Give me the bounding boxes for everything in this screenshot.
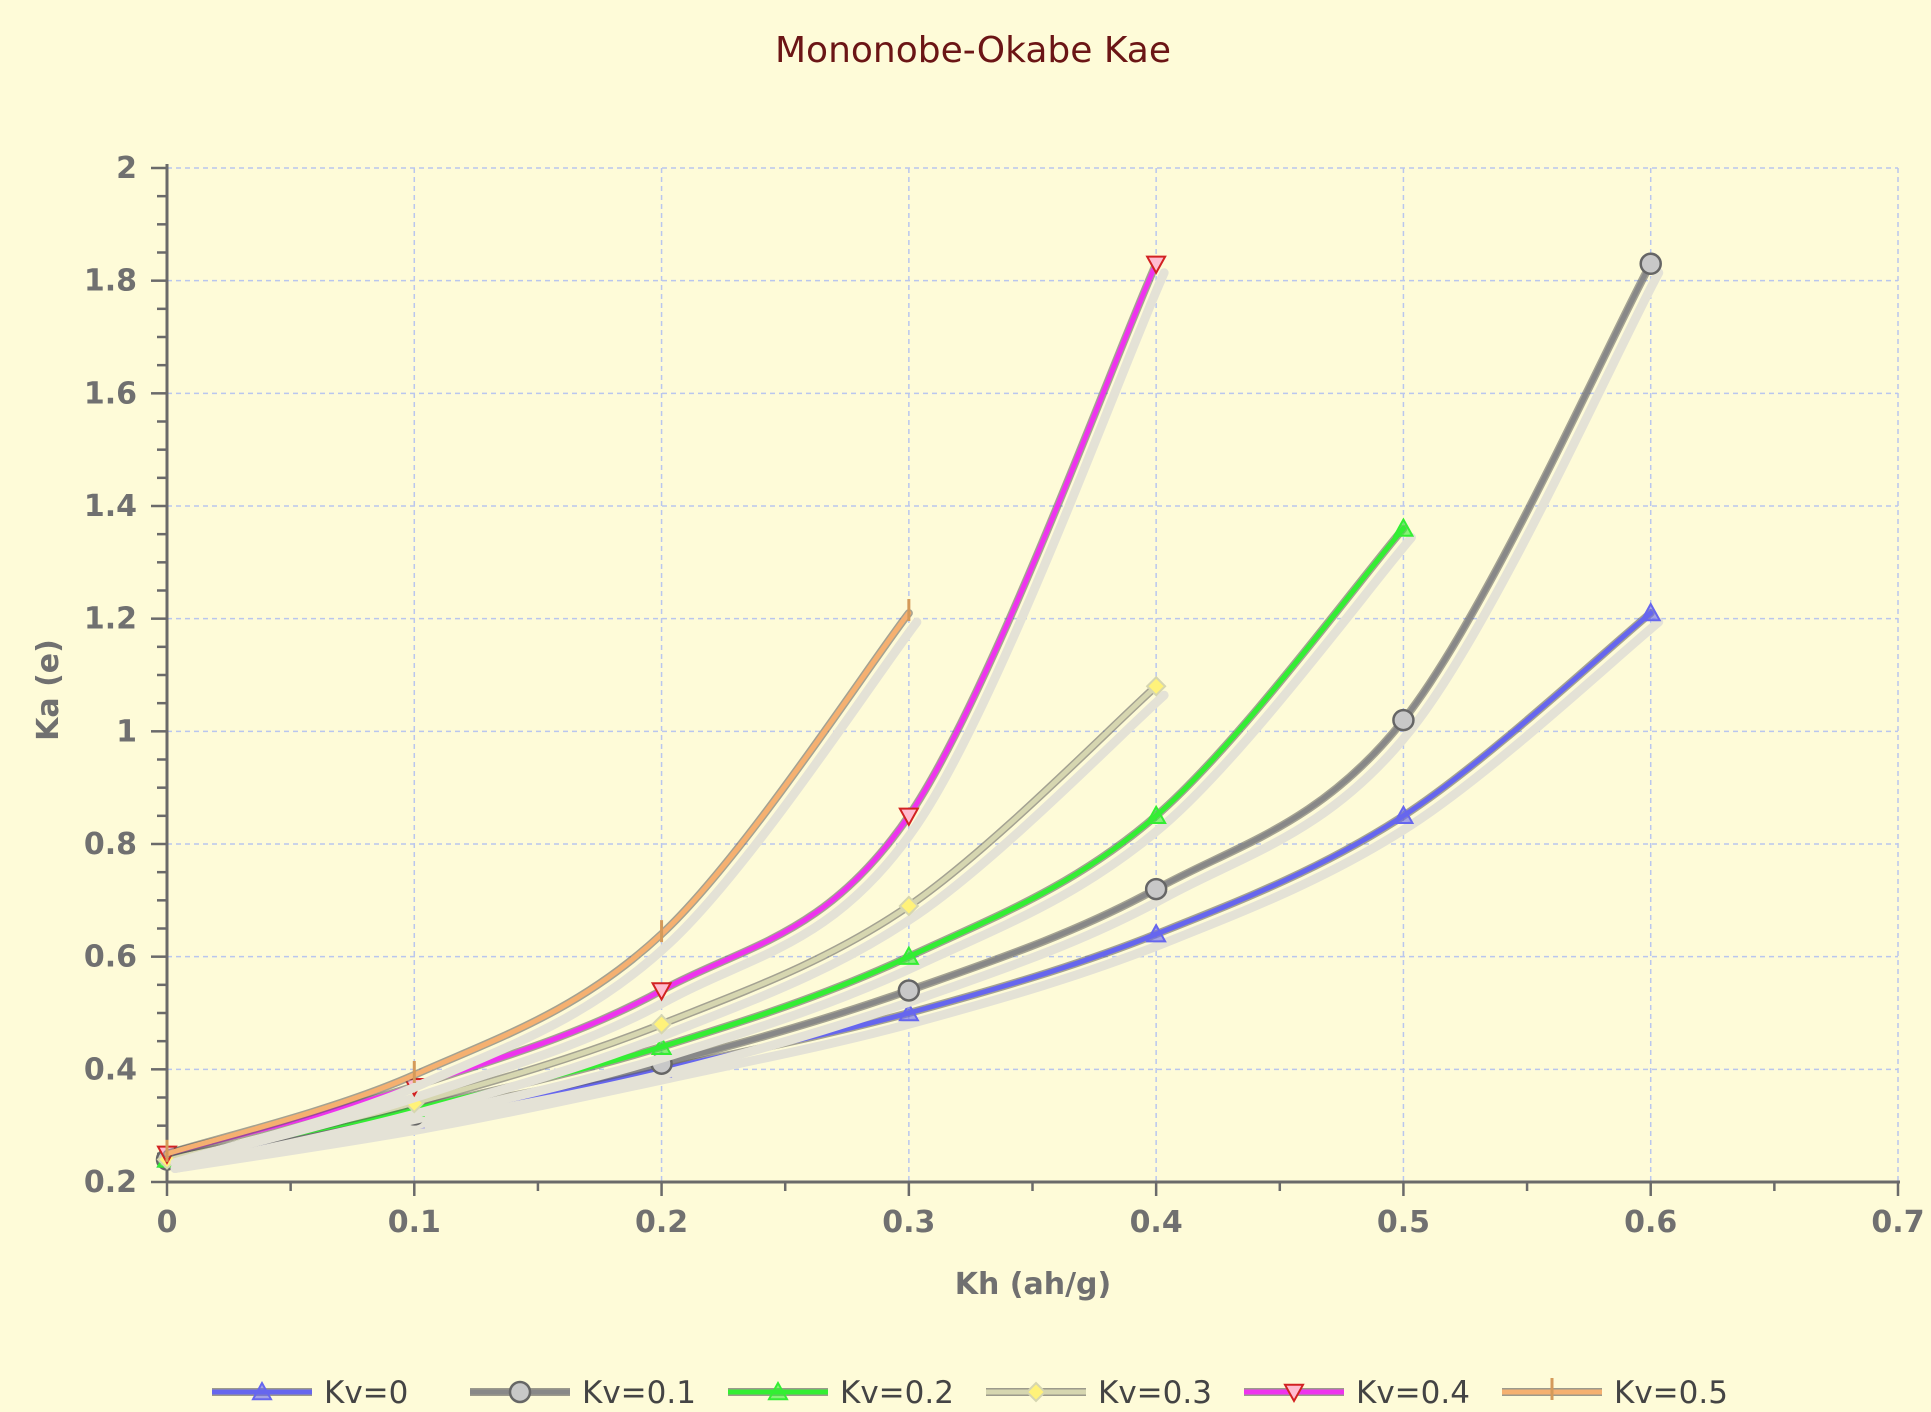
series-point <box>898 945 920 965</box>
legend-item: Kv=0.4 <box>1244 1375 1470 1411</box>
legend-label: Kv=0.3 <box>1098 1375 1212 1407</box>
series-point <box>1144 877 1168 901</box>
series-point <box>651 1013 672 1035</box>
grid <box>167 167 1899 1182</box>
y-tick-label: 0.8 <box>84 827 137 862</box>
y-tick-label: 1.2 <box>84 602 137 637</box>
series-line <box>164 261 1159 1157</box>
series-line-shadow <box>170 617 1664 1173</box>
series-4 <box>156 255 1169 1168</box>
legend-label: Kv=0.5 <box>1614 1375 1728 1407</box>
axes: 0 0.1 0.2 0.3 0.4 0.5 0.6 0.7 0.2 0.4 0.6 0.8 1 1.2 1.… <box>84 151 1925 1240</box>
legend-item: Kv=0.5 <box>1502 1375 1728 1411</box>
series-point <box>251 1380 273 1401</box>
legend-label: Kv=0.4 <box>1356 1375 1470 1407</box>
legend-label: Kv=0.1 <box>582 1375 696 1407</box>
series-point <box>1392 517 1415 537</box>
series-point <box>1640 601 1662 622</box>
y-tick-label: 1.6 <box>84 376 137 411</box>
series-line-shadow <box>170 617 922 1168</box>
series-line-shadow <box>170 533 1416 1173</box>
series-point <box>1145 255 1167 275</box>
legend-item: Kv=0.1 <box>470 1375 696 1411</box>
series-point <box>1145 923 1167 943</box>
chart-title: Mononobe-Okabe Kae <box>775 30 1171 71</box>
legend-label: Kv=0 <box>324 1375 408 1407</box>
y-tick-label: 0.2 <box>84 1165 137 1200</box>
series-point <box>1639 252 1662 276</box>
series-line <box>164 526 1406 1162</box>
x-tick-label: 0.4 <box>1130 1205 1183 1240</box>
series-point <box>1025 1381 1047 1403</box>
series-point <box>898 807 920 827</box>
series-point <box>650 982 673 1002</box>
legend-item: Kv=0 <box>212 1375 408 1411</box>
series-point <box>1145 675 1167 697</box>
y-tick-label: 0.6 <box>84 940 137 975</box>
legend-label: Kv=0.2 <box>840 1375 954 1407</box>
series-line-shadow <box>170 268 1664 1173</box>
y-tick-label: 1 <box>116 714 137 749</box>
series-point <box>1145 804 1167 825</box>
y-tick-label: 1.4 <box>84 489 137 524</box>
x-tick-label: 0.7 <box>1871 1205 1924 1240</box>
x-axis-label: Kh (ah/g) <box>955 1267 1112 1302</box>
legend-item: Kv=0.2 <box>728 1375 954 1411</box>
x-tick-label: 0.5 <box>1377 1205 1430 1240</box>
x-tick-label: 0.3 <box>882 1205 935 1240</box>
legend-item: Kv=0.3 <box>986 1375 1212 1411</box>
series-point <box>1392 708 1415 732</box>
x-tick-label: 0 <box>157 1205 178 1240</box>
x-tick-label: 0.2 <box>635 1205 688 1240</box>
series-line-shadow <box>170 690 1169 1173</box>
series-point <box>898 1001 920 1022</box>
series-point <box>898 895 920 917</box>
series-line-shadow <box>170 268 1169 1168</box>
y-tick-label: 2 <box>116 151 137 186</box>
y-tick-label: 1.8 <box>84 264 137 299</box>
x-tick-label: 0.1 <box>388 1205 441 1240</box>
y-axis-label: Ka (e) <box>31 639 66 741</box>
series-lines <box>155 252 1664 1173</box>
series-point <box>650 1035 673 1055</box>
legend: Kv=0 Kv=0.1 Kv=0.2 Kv=0.3 Kv=0.4 Kv=0.5 <box>212 1375 1728 1411</box>
series-point <box>508 1380 532 1404</box>
series-5 <box>163 599 922 1168</box>
series-point <box>897 979 921 1002</box>
series-point <box>767 1380 789 1401</box>
series-point <box>1392 804 1415 825</box>
series-line <box>164 610 912 1157</box>
y-tick-label: 0.4 <box>84 1052 137 1087</box>
x-tick-label: 0.6 <box>1624 1205 1677 1240</box>
series-point <box>1283 1383 1305 1404</box>
